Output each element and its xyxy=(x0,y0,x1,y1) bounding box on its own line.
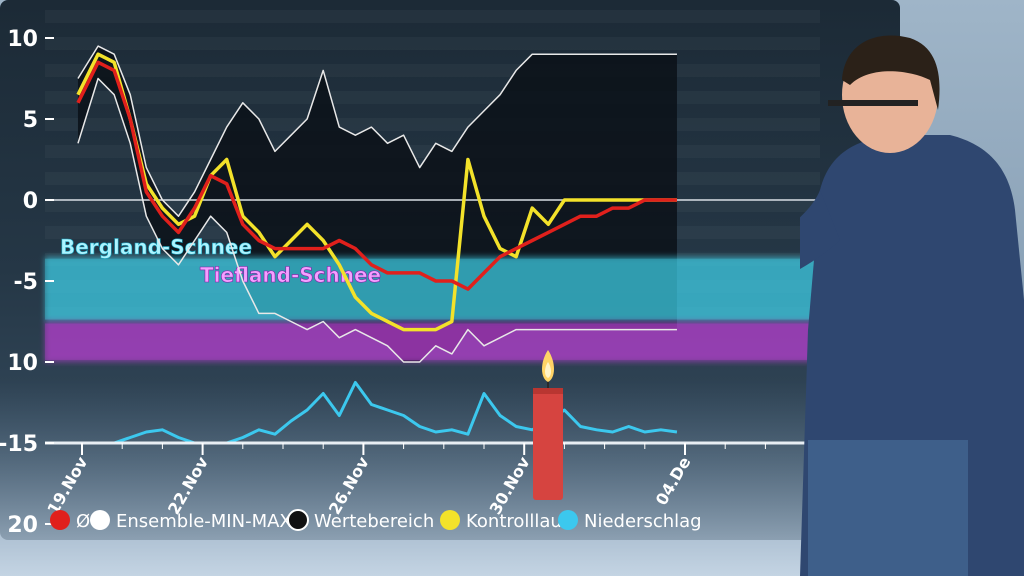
legend-swatch xyxy=(440,510,460,530)
legend-label: Niederschlag xyxy=(584,511,702,532)
series-line- xyxy=(76,60,677,291)
grid-stripe xyxy=(45,118,820,131)
y-tick-label: 20 xyxy=(7,513,38,538)
y-tick-label: 10 xyxy=(7,351,38,376)
legend-swatch xyxy=(558,510,578,530)
grid-stripe xyxy=(45,10,820,23)
y-tick-label: -5 xyxy=(14,270,38,295)
snow-band xyxy=(45,256,820,322)
y-tick-label: 10 xyxy=(7,27,38,52)
legend-label: Ensemble-MIN-MAX xyxy=(116,511,292,532)
legend-swatch xyxy=(50,510,70,530)
snow-band-core xyxy=(45,258,820,320)
series-line-ensemblemax xyxy=(77,45,677,217)
series-line-kontrolllauf xyxy=(76,52,677,332)
legend-label: Kontrolllauf xyxy=(466,511,569,532)
snow-band-label: Bergland-Schnee xyxy=(60,235,252,259)
y-tick-label: -15 xyxy=(0,432,38,457)
precipitation-line xyxy=(77,381,678,445)
snow-band-label: Tiefland-Schnee xyxy=(200,263,381,287)
y-tick-label: 0 xyxy=(23,189,38,214)
candle-icon xyxy=(533,350,563,500)
grid-stripe xyxy=(45,37,820,50)
grid-stripe xyxy=(45,91,820,104)
y-tick-label: 5 xyxy=(23,108,38,133)
series-line-ensemblemin xyxy=(77,77,677,363)
presenter xyxy=(800,35,1024,576)
legend-swatch xyxy=(90,510,110,530)
legend-swatch xyxy=(287,509,309,531)
legend-label: Wertebereich xyxy=(314,511,434,532)
grid-stripe xyxy=(45,64,820,77)
legend-label: Ø xyxy=(76,511,90,532)
